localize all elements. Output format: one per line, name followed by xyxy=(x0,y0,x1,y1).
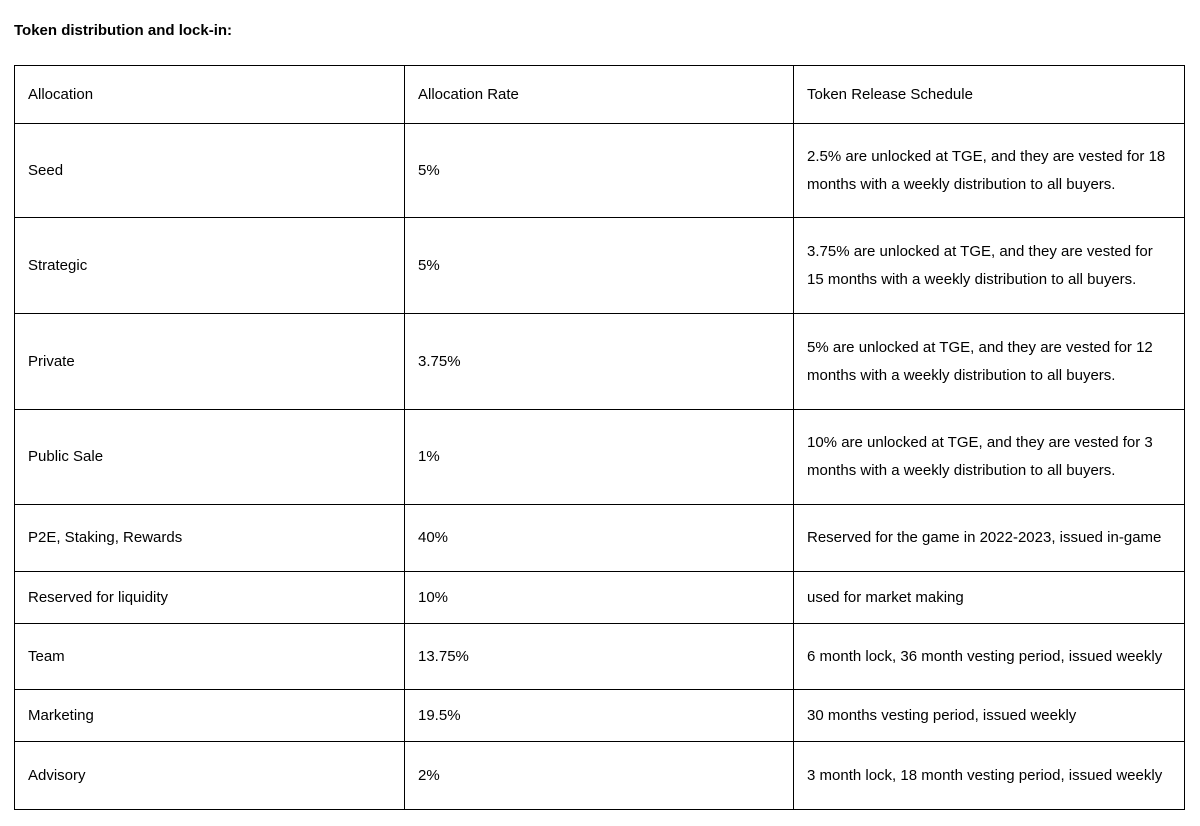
cell-allocation: Marketing xyxy=(14,689,405,742)
table-row: P2E, Staking, Rewards 40% Reserved for t… xyxy=(14,504,1185,572)
table-row: Marketing 19.5% 30 months vesting period… xyxy=(14,689,1185,742)
table-row: Strategic 5% 3.75% are unlocked at TGE, … xyxy=(14,217,1185,314)
table-row: Seed 5% 2.5% are unlocked at TGE, and th… xyxy=(14,123,1185,218)
cell-token-release-schedule: Reserved for the game in 2022-2023, issu… xyxy=(793,504,1185,572)
cell-allocation-rate: 1% xyxy=(404,409,794,505)
cell-allocation-rate: 3.75% xyxy=(404,313,794,410)
cell-allocation-rate: 13.75% xyxy=(404,623,794,690)
page-title: Token distribution and lock-in: xyxy=(14,22,233,39)
cell-allocation: Advisory xyxy=(14,741,405,810)
table-header: Allocation Allocation Rate Token Release… xyxy=(14,65,1185,124)
cell-allocation-rate: 40% xyxy=(404,504,794,572)
cell-token-release-schedule: 3 month lock, 18 month vesting period, i… xyxy=(793,741,1185,810)
table-row: Team 13.75% 6 month lock, 36 month vesti… xyxy=(14,623,1185,690)
table-row: Reserved for liquidity 10% used for mark… xyxy=(14,571,1185,624)
table-row: Private 3.75% 5% are unlocked at TGE, an… xyxy=(14,313,1185,410)
cell-allocation: Strategic xyxy=(14,217,405,314)
cell-allocation: Reserved for liquidity xyxy=(14,571,405,624)
cell-allocation-rate: 5% xyxy=(404,217,794,314)
table-body: Seed 5% 2.5% are unlocked at TGE, and th… xyxy=(14,123,1185,810)
cell-token-release-schedule: used for market making xyxy=(793,571,1185,624)
token-distribution-table: Allocation Allocation Rate Token Release… xyxy=(14,65,1185,810)
cell-allocation-rate: 2% xyxy=(404,741,794,810)
cell-token-release-schedule: 2.5% are unlocked at TGE, and they are v… xyxy=(793,123,1185,218)
cell-token-release-schedule: 3.75% are unlocked at TGE, and they are … xyxy=(793,217,1185,314)
cell-allocation-rate: 5% xyxy=(404,123,794,218)
cell-allocation: P2E, Staking, Rewards xyxy=(14,504,405,572)
cell-allocation: Seed xyxy=(14,123,405,218)
table-row: Public Sale 1% 10% are unlocked at TGE, … xyxy=(14,409,1185,505)
column-header-allocation: Allocation xyxy=(14,65,405,124)
cell-allocation: Private xyxy=(14,313,405,410)
table-row: Advisory 2% 3 month lock, 18 month vesti… xyxy=(14,741,1185,810)
cell-token-release-schedule: 5% are unlocked at TGE, and they are ves… xyxy=(793,313,1185,410)
header-row: Allocation Allocation Rate Token Release… xyxy=(14,65,1185,124)
cell-token-release-schedule: 30 months vesting period, issued weekly xyxy=(793,689,1185,742)
cell-allocation: Team xyxy=(14,623,405,690)
cell-allocation: Public Sale xyxy=(14,409,405,505)
column-header-token-release-schedule: Token Release Schedule xyxy=(793,65,1185,124)
column-header-allocation-rate: Allocation Rate xyxy=(404,65,794,124)
cell-token-release-schedule: 6 month lock, 36 month vesting period, i… xyxy=(793,623,1185,690)
cell-allocation-rate: 19.5% xyxy=(404,689,794,742)
cell-allocation-rate: 10% xyxy=(404,571,794,624)
cell-token-release-schedule: 10% are unlocked at TGE, and they are ve… xyxy=(793,409,1185,505)
